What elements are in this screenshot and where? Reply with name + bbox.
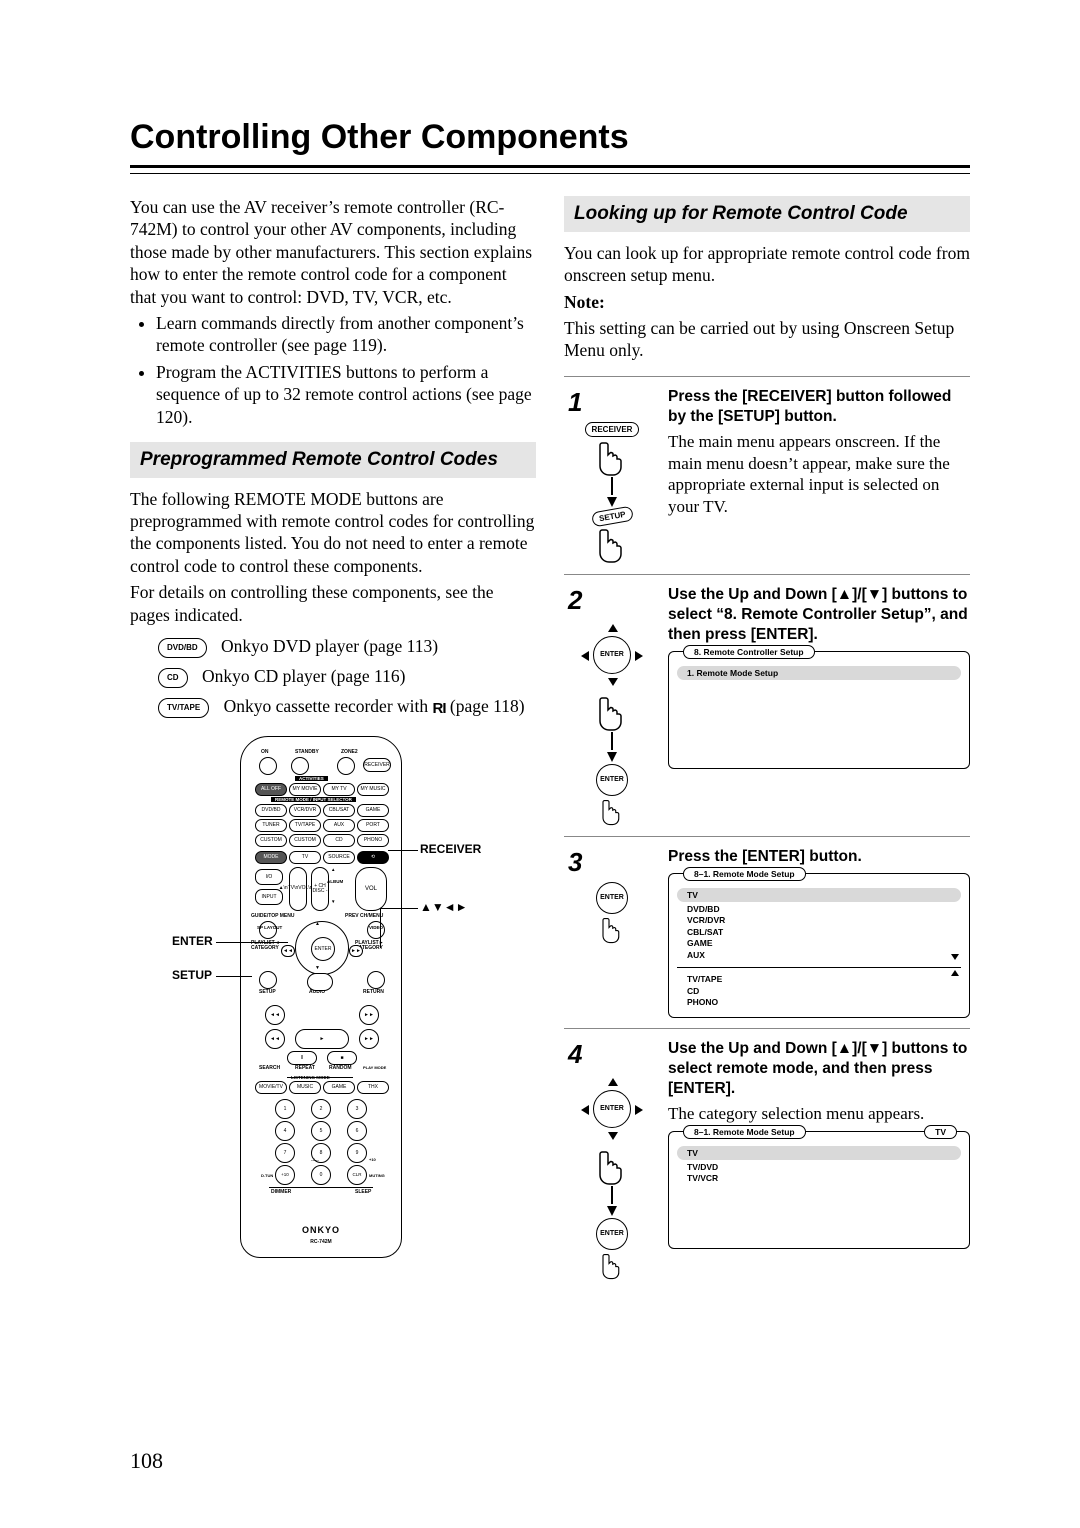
step-4-title: Use the Up and Down [▲]/[▼] buttons to s… bbox=[668, 1039, 970, 1099]
menu-panel-step2: 8. Remote Controller Setup 1. Remote Mod… bbox=[668, 651, 970, 769]
step-3-num: 3 bbox=[568, 847, 582, 878]
menu-breadcrumb: TV bbox=[924, 1125, 957, 1139]
menu-header: 8–1. Remote Mode Setup bbox=[683, 867, 806, 881]
callout-enter: ENTER bbox=[172, 934, 213, 948]
right-column: Looking up for Remote Control Code You c… bbox=[564, 196, 970, 1296]
hand-icon bbox=[597, 796, 627, 826]
receiver-button-icon: RECEIVER bbox=[585, 422, 640, 437]
lookup-intro: You can look up for appropriate remote c… bbox=[564, 242, 970, 287]
menu-header: 8. Remote Controller Setup bbox=[683, 645, 815, 659]
enter-button-icon: ENTER bbox=[596, 882, 628, 914]
section-lookup-code: Looking up for Remote Control Code bbox=[564, 196, 970, 232]
two-column-layout: You can use the AV receiver’s remote con… bbox=[130, 196, 970, 1296]
component-dvd-text: Onkyo DVD player (page 113) bbox=[221, 636, 438, 656]
dpad-icon: ENTER bbox=[581, 624, 643, 686]
step-1-text: The main menu appears onscreen. If the m… bbox=[668, 431, 970, 518]
model-label: RC-742M bbox=[241, 1239, 401, 1245]
component-tape: TV/TAPE Onkyo cassette recorder with RI … bbox=[158, 696, 536, 718]
enter-button-icon: ENTER bbox=[596, 1218, 628, 1250]
note-text: This setting can be carried out by using… bbox=[564, 317, 970, 362]
dvd-bd-button-icon: DVD/BD bbox=[158, 638, 207, 658]
brand-label: ONKYO bbox=[241, 1225, 401, 1235]
hand-icon bbox=[592, 1146, 632, 1186]
component-tape-text-pre: Onkyo cassette recorder with bbox=[224, 696, 433, 716]
para-preprog-1: The following REMOTE MODE buttons are pr… bbox=[130, 488, 536, 578]
callout-receiver: RECEIVER bbox=[420, 842, 481, 856]
ri-icon: RI bbox=[433, 700, 446, 717]
page-title: Controlling Other Components bbox=[130, 118, 970, 157]
callout-setup: SETUP bbox=[172, 968, 212, 982]
menu-item-selected: TV bbox=[677, 888, 961, 902]
step-3: 3 ENTER Press the [ENTER] button. 8–1. R… bbox=[564, 836, 970, 1018]
menu-item-selected: TV bbox=[677, 1146, 961, 1160]
remote-body: ON STANDBY ZONE2 RECEIVER ACTIVITIES ALL… bbox=[240, 736, 402, 1258]
step-4: 4 ENTER ENTER Use the Up and Down [▲]/[▼… bbox=[564, 1028, 970, 1280]
hand-icon bbox=[597, 1250, 627, 1280]
menu-panel-step3: 8–1. Remote Mode Setup TV DVD/BD VCR/DVR… bbox=[668, 873, 970, 1018]
menu-panel-step4: 8–1. Remote Mode Setup TV TV TV/DVD TV/V… bbox=[668, 1131, 970, 1249]
component-cd: CD Onkyo CD player (page 116) bbox=[158, 666, 536, 688]
menu-header: 8–1. Remote Mode Setup bbox=[683, 1125, 806, 1139]
intro-paragraph: You can use the AV receiver’s remote con… bbox=[130, 196, 536, 308]
step-2-title: Use the Up and Down [▲]/[▼] buttons to s… bbox=[668, 585, 970, 645]
component-tape-text-post: (page 118) bbox=[446, 696, 525, 716]
page-number: 108 bbox=[130, 1448, 163, 1474]
step-2: 2 ENTER ENTER Use the Up and Down [▲]/[▼… bbox=[564, 574, 970, 826]
callout-arrows: ▲▼◄► bbox=[420, 900, 468, 914]
title-rule bbox=[130, 165, 970, 174]
step-4-text: The category selection menu appears. bbox=[668, 1103, 970, 1125]
note-label: Note: bbox=[564, 292, 605, 312]
enter-button-icon: ENTER bbox=[596, 764, 628, 796]
step-1: 1 RECEIVER SETUP Press the [RECEIVER] bu… bbox=[564, 376, 970, 564]
component-cd-text: Onkyo CD player (page 116) bbox=[202, 666, 405, 686]
step-1-num: 1 bbox=[568, 387, 582, 418]
bullet-item: Program the ACTIVITIES buttons to perfor… bbox=[156, 361, 536, 428]
dpad-icon: ENTER bbox=[581, 1078, 643, 1140]
tvtape-button-icon: TV/TAPE bbox=[158, 698, 209, 718]
remote-illustration: ON STANDBY ZONE2 RECEIVER ACTIVITIES ALL… bbox=[130, 736, 536, 1296]
step-2-num: 2 bbox=[568, 585, 582, 616]
hand-icon bbox=[597, 914, 627, 944]
hand-icon bbox=[592, 692, 632, 732]
cd-button-icon: CD bbox=[158, 668, 188, 688]
hand-icon bbox=[592, 524, 632, 564]
component-dvd: DVD/BD Onkyo DVD player (page 113) bbox=[158, 636, 536, 658]
para-preprog-2: For details on controlling these compone… bbox=[130, 581, 536, 626]
left-column: You can use the AV receiver’s remote con… bbox=[130, 196, 536, 1296]
step-1-title: Press the [RECEIVER] button followed by … bbox=[668, 387, 970, 427]
bullet-item: Learn commands directly from another com… bbox=[156, 312, 536, 357]
hand-icon bbox=[592, 437, 632, 477]
menu-item-selected: 1. Remote Mode Setup bbox=[677, 666, 961, 680]
step-3-title: Press the [ENTER] button. bbox=[668, 847, 970, 867]
section-preprogrammed-codes: Preprogrammed Remote Control Codes bbox=[130, 442, 536, 478]
step-4-num: 4 bbox=[568, 1039, 582, 1070]
intro-bullets: Learn commands directly from another com… bbox=[130, 312, 536, 428]
